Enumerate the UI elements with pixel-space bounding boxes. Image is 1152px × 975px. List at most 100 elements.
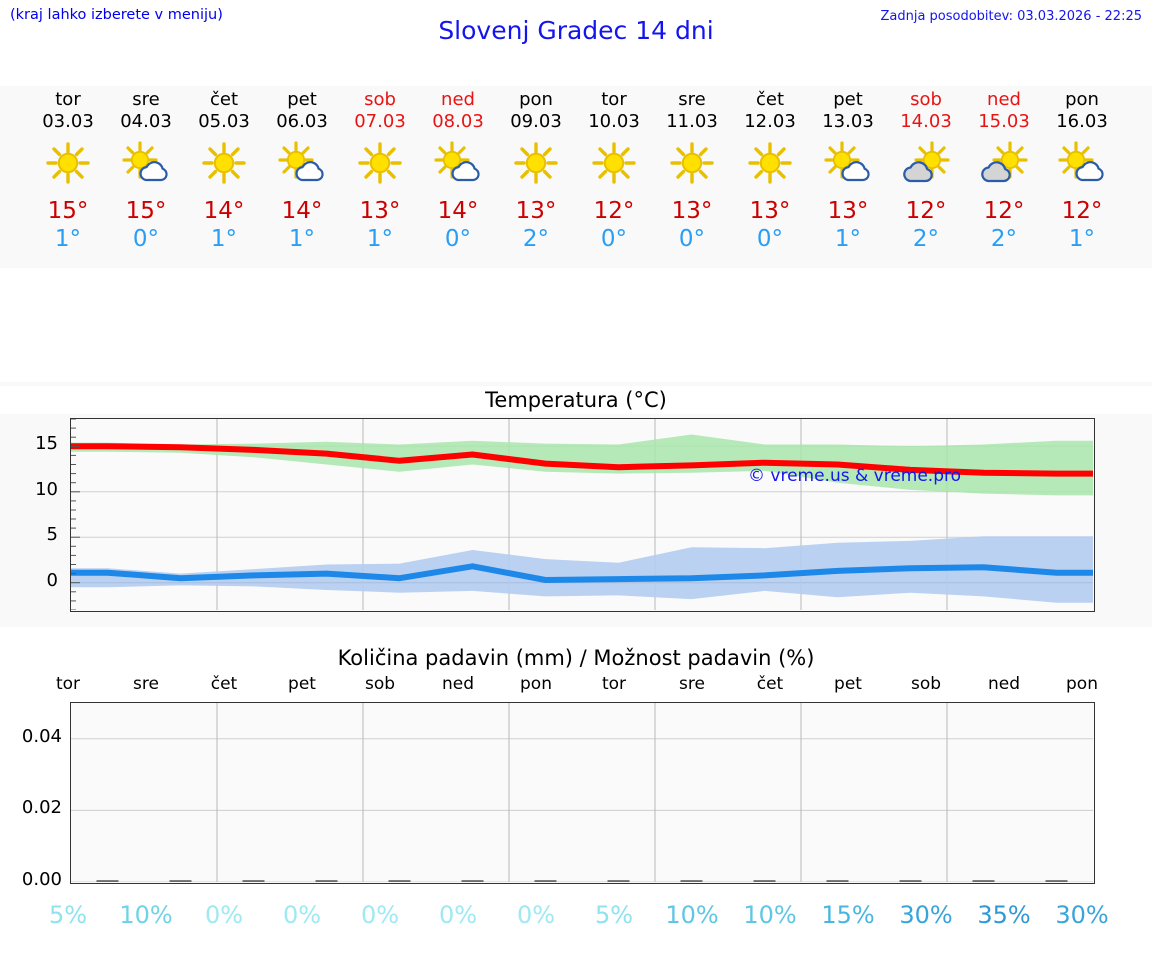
cloud-sun-grey-icon bbox=[965, 135, 1043, 191]
day-column-10-03[interactable]: tor 10.03 12° 0° bbox=[575, 86, 653, 253]
day-min-temp: 1° bbox=[366, 226, 394, 252]
day-min-temp: 1° bbox=[288, 226, 316, 252]
day-name: sre bbox=[678, 89, 706, 110]
day-date: 15.03 bbox=[978, 111, 1030, 132]
series-line-1 bbox=[71, 563, 1093, 583]
day-date: 09.03 bbox=[510, 111, 562, 132]
band-1 bbox=[71, 536, 1093, 603]
sun-cloud-icon bbox=[809, 135, 887, 191]
day-date: 07.03 bbox=[354, 111, 406, 132]
day-min-temp: 0° bbox=[132, 226, 160, 252]
day-column-06-03[interactable]: pet 06.03 14° 1° bbox=[263, 86, 341, 253]
day-date: 11.03 bbox=[666, 111, 718, 132]
precip-probability-value: 5% bbox=[48, 901, 88, 929]
day-column-08-03[interactable]: ned 08.03 14° 0° bbox=[419, 86, 497, 253]
day-column-05-03[interactable]: čet 05.03 14° 1° bbox=[185, 86, 263, 253]
day-min-temp: 1° bbox=[210, 226, 238, 252]
day-date: 08.03 bbox=[432, 111, 484, 132]
day-date: 05.03 bbox=[198, 111, 250, 132]
day-max-temp: 13° bbox=[359, 198, 401, 224]
day-max-temp: 14° bbox=[281, 198, 323, 224]
precipitation-probability-row: 5% 10% 0% 0% 0% 0% 0% 5% 10% 10% 15% 30% 35% 30% bbox=[0, 898, 1152, 938]
precip-probability-value: 15% bbox=[821, 901, 875, 929]
day-max-temp: 13° bbox=[515, 198, 557, 224]
day-date: 10.03 bbox=[588, 111, 640, 132]
temperature-y-tick: 5 bbox=[46, 524, 58, 546]
precip-day-label: sob bbox=[910, 674, 942, 694]
day-min-temp: 1° bbox=[834, 226, 862, 252]
precip-day-label: sre bbox=[679, 674, 705, 694]
precipitation-y-tick: 0.02 bbox=[21, 797, 62, 819]
day-column-14-03[interactable]: sob 14.03 12° 2° bbox=[887, 86, 965, 253]
temperature-chart-title: Temperatura (°C) bbox=[0, 386, 1152, 414]
temperature-y-tick: 10 bbox=[35, 478, 58, 500]
precipitation-chart-title: Količina padavin (mm) / Možnost padavin … bbox=[337, 646, 815, 670]
precip-probability-value: 0% bbox=[438, 901, 478, 929]
precip-day-label: tor bbox=[601, 674, 627, 694]
precip-probability-value: 0% bbox=[282, 901, 322, 929]
day-column-04-03[interactable]: sre 04.03 15° 0° bbox=[107, 86, 185, 253]
sun-cloud-icon bbox=[419, 135, 497, 191]
precip-probability-value: 10% bbox=[665, 901, 719, 929]
page-header: (kraj lahko izberete v meniju) Slovenj G… bbox=[0, 0, 1152, 48]
menu-hint-link[interactable]: (kraj lahko izberete v meniju) bbox=[10, 7, 223, 23]
precip-probability-value: 0% bbox=[360, 901, 400, 929]
copyright-watermark: © vreme.us & vreme.pro bbox=[748, 466, 962, 486]
day-name: sob bbox=[364, 89, 396, 110]
day-max-temp: 12° bbox=[905, 198, 947, 224]
day-date: 13.03 bbox=[822, 111, 874, 132]
day-column-09-03[interactable]: pon 09.03 13° 2° bbox=[497, 86, 575, 253]
sun-cloud-icon bbox=[107, 135, 185, 191]
temperature-y-tick: 0 bbox=[46, 569, 58, 591]
day-max-temp: 14° bbox=[437, 198, 479, 224]
day-date: 14.03 bbox=[900, 111, 952, 132]
day-name: tor bbox=[55, 89, 81, 110]
day-column-16-03[interactable]: pon 16.03 12° 1° bbox=[1043, 86, 1121, 253]
precipitation-y-tick: 0.00 bbox=[21, 869, 62, 890]
day-column-11-03[interactable]: sre 11.03 13° 0° bbox=[653, 86, 731, 253]
sun-cloud-icon bbox=[1043, 135, 1121, 191]
day-column-15-03[interactable]: ned 15.03 12° 2° bbox=[965, 86, 1043, 253]
sun-cloud-icon bbox=[263, 135, 341, 191]
day-date: 04.03 bbox=[120, 111, 172, 132]
day-column-12-03[interactable]: čet 12.03 13° 0° bbox=[731, 86, 809, 253]
day-name: ned bbox=[987, 89, 1021, 110]
day-max-temp: 13° bbox=[749, 198, 791, 224]
day-min-temp: 2° bbox=[990, 226, 1018, 252]
precipitation-y-tick: 0.04 bbox=[21, 725, 62, 747]
day-date: 16.03 bbox=[1056, 111, 1108, 132]
precip-day-label: pon bbox=[520, 674, 552, 694]
day-max-temp: 15° bbox=[47, 198, 89, 224]
temperature-plot-area bbox=[70, 418, 1095, 612]
sun-icon bbox=[497, 135, 575, 191]
day-name: ned bbox=[441, 89, 475, 110]
precipitation-chart-svg bbox=[71, 703, 1093, 882]
precip-day-label: tor bbox=[55, 674, 81, 694]
day-max-temp: 15° bbox=[125, 198, 167, 224]
sun-icon bbox=[653, 135, 731, 191]
day-max-temp: 13° bbox=[827, 198, 869, 224]
precip-day-label: ned bbox=[987, 674, 1021, 694]
day-max-temp: 12° bbox=[1061, 198, 1103, 224]
precip-day-label: ned bbox=[441, 674, 475, 694]
precip-probability-value: 0% bbox=[204, 901, 244, 929]
day-min-temp: 1° bbox=[54, 226, 82, 252]
page-title: Slovenj Gradec 14 dni bbox=[438, 16, 714, 45]
precipitation-day-labels: tor sre čet pet sob ned pon tor sre čet pet sob ned p… bbox=[0, 674, 1152, 698]
precip-day-label: pet bbox=[834, 674, 862, 694]
day-min-temp: 0° bbox=[756, 226, 784, 252]
sun-icon bbox=[731, 135, 809, 191]
series-line-0 bbox=[71, 443, 1093, 477]
precip-probability-value: 0% bbox=[516, 901, 556, 929]
day-date: 06.03 bbox=[276, 111, 328, 132]
day-max-temp: 13° bbox=[671, 198, 713, 224]
day-column-03-03[interactable]: tor 03.03 15° 1° bbox=[29, 86, 107, 253]
sun-icon bbox=[185, 135, 263, 191]
precip-day-label: sre bbox=[133, 674, 159, 694]
day-column-13-03[interactable]: pet 13.03 13° 1° bbox=[809, 86, 887, 253]
day-max-temp: 14° bbox=[203, 198, 245, 224]
day-column-07-03[interactable]: sob 07.03 13° 1° bbox=[341, 86, 419, 253]
day-max-temp: 12° bbox=[983, 198, 1025, 224]
day-name: pon bbox=[1065, 89, 1099, 110]
sun-icon bbox=[341, 135, 419, 191]
